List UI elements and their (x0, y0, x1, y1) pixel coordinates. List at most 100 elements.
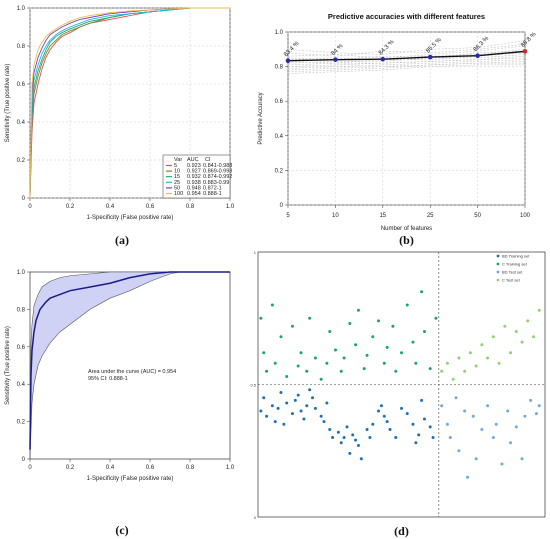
scatter-point (480, 343, 484, 347)
scatter-point (313, 356, 317, 360)
scatter-point (420, 398, 424, 402)
scatter-point (394, 369, 398, 373)
scatter-point (457, 356, 461, 360)
scatter-point (474, 457, 478, 461)
scatter-point (299, 409, 303, 413)
legend-marker (496, 270, 500, 274)
x-tick-label: 0.8 (186, 465, 195, 471)
scatter-point (290, 324, 294, 328)
scatter-point (354, 343, 358, 347)
scatter-point (273, 420, 277, 424)
scatter-point (322, 420, 326, 424)
background-run-line (287, 55, 526, 66)
confidence-band (30, 272, 230, 459)
x-tick-label: 0.2 (66, 465, 75, 471)
scatter-point (382, 361, 386, 365)
scatter-point (434, 316, 438, 320)
plot-frame (257, 251, 546, 518)
accuracy-point (475, 53, 480, 59)
background-run-line (287, 50, 526, 60)
scatter-point (302, 417, 306, 421)
panel-b: Predictive accuracies with different fea… (250, 0, 550, 255)
scatter-point (299, 351, 303, 355)
scatter-point (296, 364, 300, 368)
scatter-point (486, 404, 490, 408)
scatter-point (319, 414, 323, 418)
background-run-line (287, 64, 525, 74)
scatter-point (282, 422, 286, 426)
accuracy-chart: Predictive accuracies with different fea… (258, 12, 538, 247)
y-tick-label: 0.2 (275, 168, 284, 174)
scatter-chart: 0 0.5 1 BD Training set C Training set BD Tes… (250, 250, 546, 538)
scatter-point (368, 436, 372, 439)
legend-label: BD Training set (502, 254, 530, 259)
x-tick-label: 0.8 (186, 204, 195, 210)
scatter-point (440, 369, 444, 373)
y-axis-label: Sensitivity (True positive rate) (5, 326, 11, 405)
scatter-point (417, 433, 421, 437)
scatter-point (445, 422, 449, 426)
y-tick-label: 1.0 (275, 30, 284, 36)
legend-var: 50 (174, 185, 180, 191)
x-axis-label: 1-Specificity (False positive rate) (87, 215, 174, 221)
scatter-point (270, 404, 274, 408)
legend-header-var: Var (174, 157, 182, 163)
roc-curve (29, 271, 230, 450)
scatter-point (262, 351, 266, 355)
scatter-point (454, 396, 458, 400)
scatter-point (534, 412, 538, 416)
scatter-point (400, 351, 403, 355)
legend-auc: 0.932 (187, 174, 201, 180)
legend-auc: 0.954 (187, 191, 201, 197)
scatter-point (431, 436, 435, 439)
legend-box (162, 154, 231, 199)
legend-label: C Test set (502, 278, 521, 283)
legend-marker (496, 262, 500, 266)
background-run-line (287, 45, 526, 59)
y-tick-label: 0.4 (17, 120, 26, 126)
scatter-point (388, 428, 392, 432)
x-tick-label: 5 (286, 213, 290, 219)
scatter-point (259, 316, 263, 320)
chart-title: Predictive accuracies with different fea… (328, 12, 485, 21)
scatter-point (405, 303, 409, 307)
x-tick-label: 100 (520, 213, 531, 219)
scatter-point (325, 361, 329, 365)
scatter-point (339, 369, 343, 373)
scatter-point (445, 361, 449, 365)
scatter-point (305, 404, 309, 408)
scatter-point (333, 348, 337, 352)
roc-chart-multi: 0 0.2 0.4 0.6 0.8 1.0 0 0.2 0.4 0.6 0.8 1.0 1-Specif… (5, 6, 235, 247)
scatter-point (463, 409, 467, 413)
y-tick-label: 0 (280, 203, 284, 209)
x-tick-label: 50 (474, 213, 481, 219)
ci-annotation: 95% CI: 0.888-1 (88, 376, 128, 382)
background-run-line (287, 40, 526, 55)
scatter-point (371, 335, 375, 339)
legend-var: 25 (174, 180, 180, 186)
legend-marker (496, 278, 500, 282)
scatter-point (379, 404, 383, 408)
y-tick-label: 0.8 (17, 307, 26, 313)
legend-auc: 0.927 (187, 169, 201, 175)
scatter-point (285, 401, 289, 405)
y-tick-label: 0.2 (17, 420, 26, 426)
scatter-point (377, 319, 381, 323)
x-tick-label: 0.6 (146, 204, 155, 210)
legend-ci: 0.869-0.993 (203, 169, 232, 175)
scatter-point (526, 319, 530, 323)
y-tick-label: 0.5 (250, 383, 256, 388)
scatter-point (328, 330, 332, 333)
legend-ci: 0.888-1 (203, 191, 222, 197)
scatter-point (348, 451, 352, 455)
scatter-point (270, 303, 274, 307)
scatter-point (371, 422, 375, 426)
scatter-point (385, 345, 389, 349)
roc-chart-ci: 0 0.2 0.4 0.6 0.8 1.0 0 0.2 0.4 0.6 0.8 1.0 Area und… (5, 270, 235, 537)
scatter-point (311, 396, 315, 400)
x-tick-label: 0.4 (106, 465, 115, 471)
y-tick-label: 1 (254, 250, 257, 255)
scatter-point (328, 428, 332, 432)
scatter-point (365, 353, 369, 357)
scatter-point (345, 425, 349, 429)
